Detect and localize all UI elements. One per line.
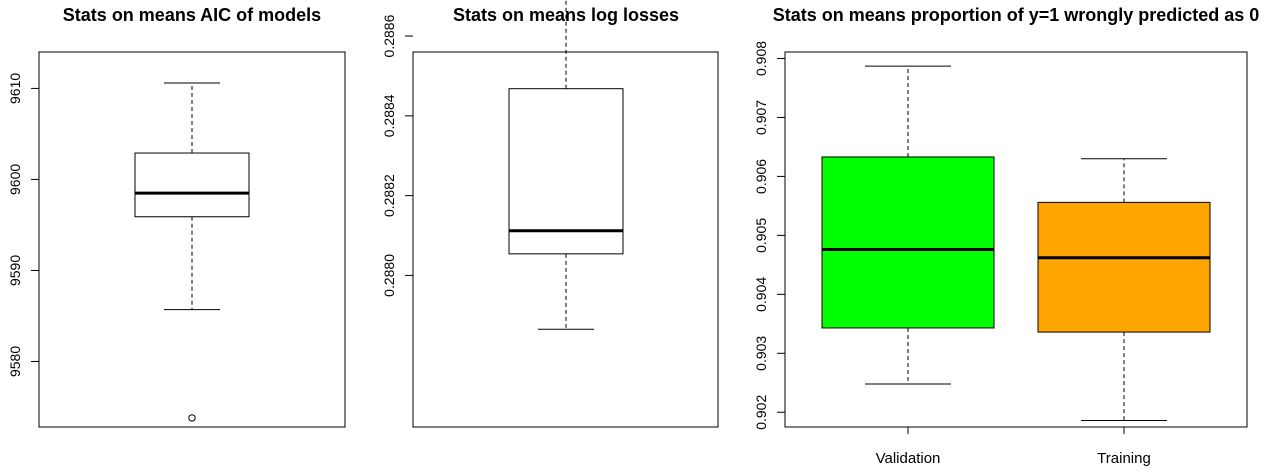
box-series xyxy=(508,0,624,330)
y-axis: 0.902 0.903 0.904 0.905 0.906 0.907 0.908 xyxy=(753,41,785,430)
y-tick-label: 0.907 xyxy=(753,100,769,135)
iqr-box xyxy=(821,156,995,329)
y-axis: 0.2880 0.2882 0.2884 0.2886 xyxy=(381,14,413,297)
outlier-point xyxy=(188,414,196,422)
plot-frame xyxy=(784,51,1248,428)
y-tick-label: 0.2882 xyxy=(381,174,397,217)
panel-aic-title: Stats on means AIC of models xyxy=(63,5,321,25)
x-tick-label: Training xyxy=(1097,450,1151,467)
panel-logloss-plot: 0.2880 0.2882 0.2884 0.2886 xyxy=(381,0,719,428)
y-tick-label: 0.905 xyxy=(753,218,769,253)
iqr-box xyxy=(1037,201,1211,333)
y-tick-label: 9580 xyxy=(7,346,23,377)
y-tick-label: 0.903 xyxy=(753,336,769,371)
y-tick-label: 0.2884 xyxy=(381,94,397,137)
iqr-box xyxy=(508,88,624,255)
y-axis: 9580 9590 9600 9610 xyxy=(7,73,39,377)
panel-aic-plot: 9580 9590 9600 9610 xyxy=(7,51,346,428)
panel-aic: Stats on means AIC of models 9580 9590 960… xyxy=(7,5,346,428)
iqr-box xyxy=(134,152,250,218)
y-tick-label: 0.2880 xyxy=(381,254,397,297)
panel-wrong-pred-plot: 0.902 0.903 0.904 0.905 0.906 0.907 0.908 Valid… xyxy=(753,41,1248,467)
x-tick-label: Validation xyxy=(876,450,941,467)
y-tick-label: 0.902 xyxy=(753,395,769,430)
y-tick-label: 0.906 xyxy=(753,159,769,194)
box-training: Training xyxy=(1037,158,1211,467)
y-tick-label: 9590 xyxy=(7,255,23,286)
y-tick-label: 0.908 xyxy=(753,41,769,76)
panel-wrong-pred: Stats on means proportion of y=1 wrongly… xyxy=(753,5,1259,467)
plot-frame xyxy=(38,51,346,428)
y-tick-label: 9610 xyxy=(7,73,23,104)
panel-logloss: Stats on means log losses 0.28800.28820.… xyxy=(381,0,719,428)
panel-wrong-pred-title: Stats on means proportion of y=1 wrongly… xyxy=(773,5,1260,25)
y-tick-label: 9600 xyxy=(7,164,23,195)
y-tick-label: 0.2886 xyxy=(381,14,397,57)
box-validation: Validation xyxy=(821,65,995,467)
box-series xyxy=(134,82,250,422)
y-tick-label: 0.904 xyxy=(753,277,769,312)
